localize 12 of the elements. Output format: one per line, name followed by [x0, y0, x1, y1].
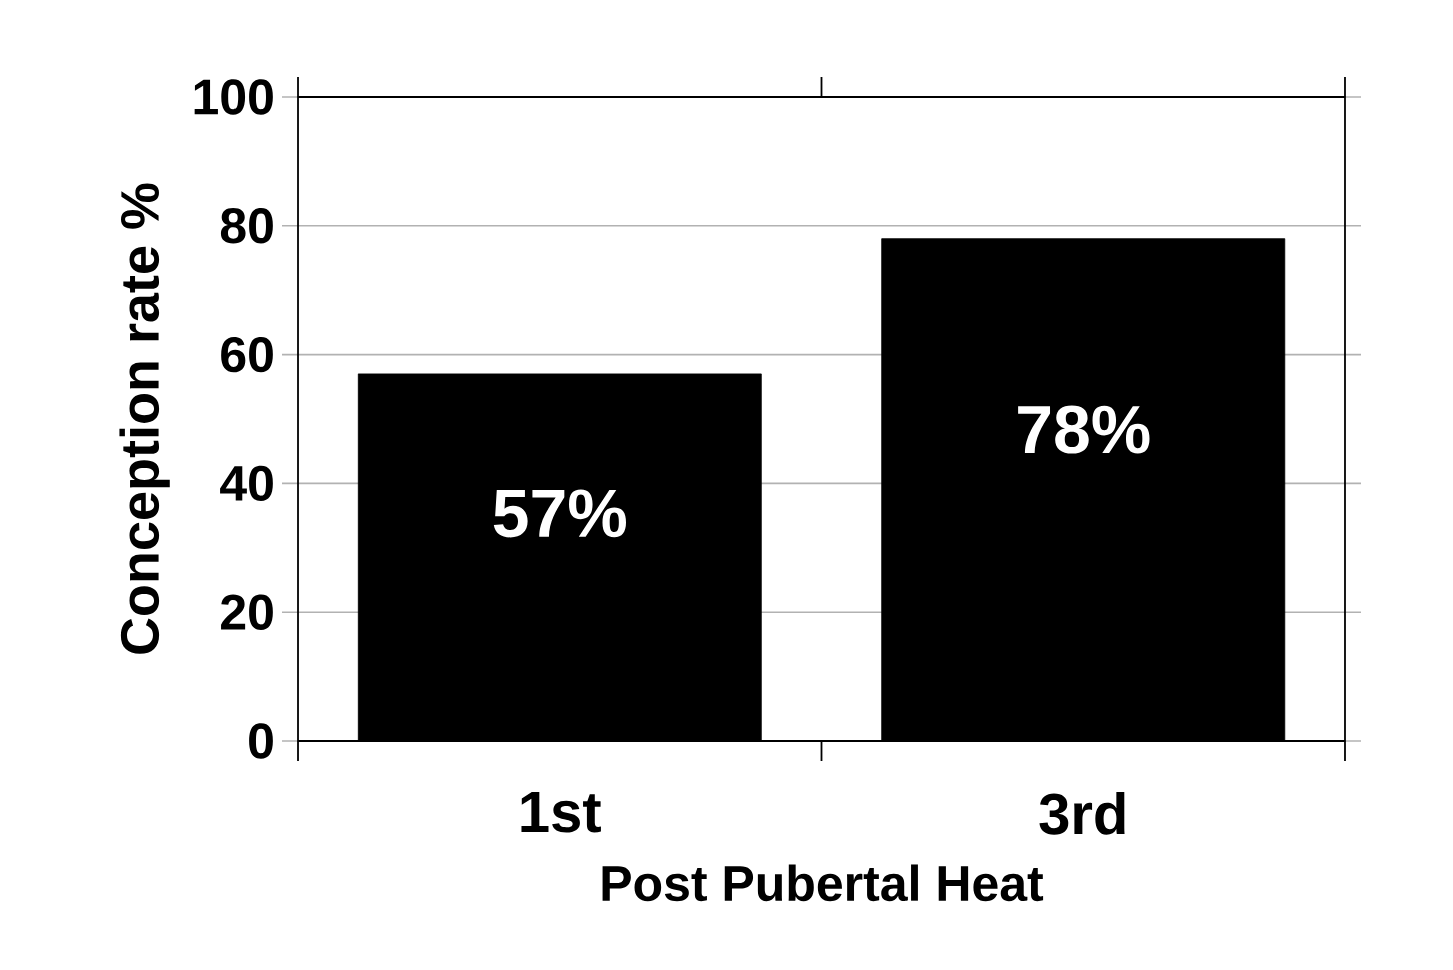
x-tick-label: 1st [521, 792, 601, 833]
y-tick-label: 20 [221, 594, 273, 630]
y-tick-label: 80 [220, 208, 273, 244]
data-label: 78% [1018, 405, 1150, 454]
y-tick-label: 40 [220, 465, 273, 502]
y-tick-label: 60 [221, 336, 273, 373]
y-tick-label: 0 [249, 723, 273, 759]
y-tick-label: 100 [194, 79, 273, 115]
x-axis-title: Post Pubertal Heat [602, 864, 1044, 902]
y-axis-title: Conception rate % [119, 183, 170, 654]
data-label: 57% [493, 489, 626, 538]
x-tick-label: 3rd [1039, 792, 1125, 835]
